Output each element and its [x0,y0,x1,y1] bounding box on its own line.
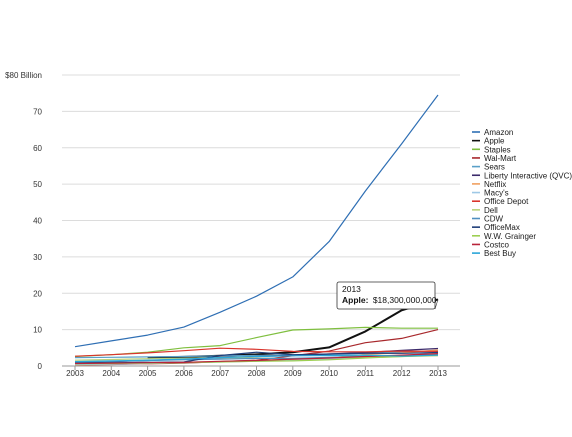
legend-entry: CDW [484,215,504,224]
x-tick-label: 2013 [429,369,447,378]
legend-entry: Office Depot [484,197,529,206]
y-tick-label: 70 [33,107,42,116]
y-tick-label: 0 [38,362,43,371]
legend-entry: Staples [484,145,511,154]
legend-entry: Costco [484,240,509,249]
legend-entry: Liberty Interactive (QVC) [484,171,572,180]
tooltip-box [336,281,436,310]
tooltip-body: Apple: $18,300,000,000 [342,295,437,305]
series-line-best-buy [74,354,439,363]
x-tick-label: 2006 [175,369,193,378]
series-line-office-depot [74,347,439,357]
tooltip-value: $18,300,000,000 [373,295,437,305]
legend-entry: Dell [484,206,498,215]
x-tick-label: 2009 [284,369,302,378]
x-tick-label: 2005 [139,369,157,378]
x-tick-label: 2003 [66,369,84,378]
y-tick-label: 60 [33,144,42,153]
y-tick-label: 10 [33,326,42,335]
x-tick-label: 2007 [211,369,229,378]
legend-entry: Best Buy [484,249,516,258]
x-tick-label: 2008 [248,369,266,378]
legend-entry: Netflix [484,180,506,189]
tooltip-title: 2013 [342,284,361,294]
tooltip-pointer [434,299,439,310]
legend-entry: Apple [484,137,505,146]
tooltip: 2013 Apple: $18,300,000,000 [336,281,439,310]
y-tick-label: 40 [33,217,42,226]
legend-entry: Wal-Mart [484,154,517,163]
x-tick-label: 2004 [102,369,120,378]
legend-entry: Sears [484,163,505,172]
tooltip-series-label: Apple: [342,295,369,305]
x-tick-label: 2012 [393,369,411,378]
grid-layer [62,74,460,367]
y-tick-label: 30 [33,253,42,262]
y-tick-label: $80 Billion [5,71,42,80]
x-tick-label: 2011 [357,369,375,378]
y-tick-label: 20 [33,289,42,298]
series-line-amazon [74,94,439,348]
series-layer [74,94,439,366]
legend-entry: OfficeMax [484,223,520,232]
axis-layer: 0 10 20 30 40 50 60 70 $80 Billion 2003 2004 2005 20… [5,71,447,378]
y-tick-label: 50 [33,180,42,189]
legend-entry: Amazon [484,128,513,137]
legend-entry: W.W. Grainger [484,232,536,241]
legend-entry: Macy's [484,189,509,198]
x-tick-label: 2010 [320,369,338,378]
